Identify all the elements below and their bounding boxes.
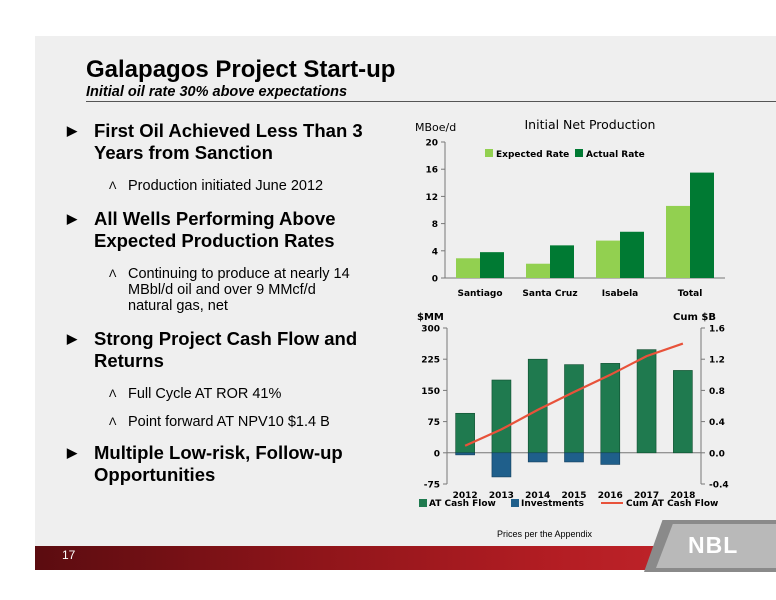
caret-bullet-icon: Λ: [109, 416, 117, 428]
prices-note: Prices per the Appendix: [497, 529, 593, 539]
x-tick-label: 2016: [598, 491, 623, 501]
x-tick-label: Santiago: [457, 289, 502, 299]
legend-swatch: [485, 149, 493, 157]
production-chart: Initial Net Production MBoe/d 0 4 8 12 16 20 San…: [415, 117, 725, 299]
legend-label: AT Cash Flow: [429, 499, 496, 509]
y-axis-label: MBoe/d: [415, 121, 456, 134]
slide-background: [35, 36, 776, 546]
x-tick-label: 2013: [489, 491, 514, 501]
cash-flow-chart: $MM Cum $B -75 0 75 150 225 300 -0.4 0.0 0.4 0.8 1.2…: [417, 312, 729, 509]
bullet-list: ▶ First Oil Achieved Less Than 3 Years f…: [64, 120, 404, 486]
chart-title: Initial Net Production: [525, 117, 656, 132]
y2-tick-label: 1.2: [709, 356, 725, 366]
y-tick-label: 20: [425, 139, 438, 149]
bar-investments: [527, 452, 548, 463]
y-tick-label: 16: [425, 166, 438, 176]
bar-investments: [455, 452, 475, 456]
sub-bullet-text: Point forward AT NPV10 $1.4 B: [128, 414, 330, 430]
title-divider: [86, 101, 776, 102]
y2-tick-label: 1.6: [709, 325, 725, 335]
caret-bullet-icon: Λ: [109, 268, 117, 280]
bar-at-cash-flow: [491, 379, 512, 454]
sub-bullet: Λ Production initiated June 2012: [64, 178, 404, 194]
y2-tick-label: -0.4: [709, 481, 729, 491]
arrow-bullet-icon: ▶: [67, 445, 77, 460]
y-tick-label: 300: [421, 325, 440, 335]
y-tick-label: 0: [432, 275, 438, 285]
legend-label: Investments: [521, 499, 584, 509]
y-tick-label: 4: [432, 247, 438, 257]
legend-swatch: [511, 499, 519, 507]
x-tick-label: 2018: [670, 491, 695, 501]
y-tick-label: 12: [425, 193, 438, 203]
bar-expected-rate: [456, 258, 480, 278]
bar-at-cash-flow: [564, 364, 584, 454]
caret-bullet-icon: Λ: [109, 180, 117, 192]
bullet-text: Multiple Low-risk, Follow-up Opportuniti…: [94, 442, 343, 485]
x-tick-label: Santa Cruz: [522, 289, 577, 299]
bullet-opportunities: ▶ Multiple Low-risk, Follow-up Opportuni…: [64, 442, 404, 486]
bar-investments: [491, 452, 512, 478]
y-axis-label: $MM: [417, 312, 444, 323]
x-tick-label: Total: [678, 289, 703, 299]
bar-expected-rate: [526, 263, 550, 278]
page-number: 17: [62, 548, 76, 562]
bullet-text: All Wells Performing Above Expected Prod…: [94, 208, 336, 251]
legend-label: Expected Rate: [496, 150, 569, 160]
x-tick-label: Isabela: [602, 289, 638, 299]
arrow-bullet-icon: ▶: [67, 123, 77, 138]
bar-expected-rate: [666, 205, 690, 278]
legend-swatch: [575, 149, 583, 157]
sub-bullet-text: Continuing to produce at nearly 14 MBbl/…: [128, 266, 350, 314]
sub-bullet: Λ Continuing to produce at nearly 14 MBb…: [64, 266, 404, 314]
y-tick-label: 75: [427, 418, 440, 428]
bullet-text: First Oil Achieved Less Than 3 Years fro…: [94, 120, 363, 163]
y2-tick-label: 0.4: [709, 418, 725, 428]
sub-bullet: Λ Point forward AT NPV10 $1.4 B: [64, 414, 404, 430]
bullet-text: Strong Project Cash Flow and Returns: [94, 328, 358, 371]
line-cum-at-cash-flow: [464, 342, 684, 447]
y-tick-label: 150: [421, 387, 440, 397]
x-tick-label: 2015: [561, 491, 586, 501]
y-tick-label: 8: [432, 220, 438, 230]
y-tick-label: -75: [424, 481, 440, 491]
bar-investments: [600, 452, 621, 465]
sub-bullet: Λ Full Cycle AT ROR 41%: [64, 386, 404, 402]
x-tick-label: 2017: [634, 491, 659, 501]
bullet-wells: ▶ All Wells Performing Above Expected Pr…: [64, 208, 404, 252]
arrow-bullet-icon: ▶: [67, 331, 77, 346]
legend-swatch: [419, 499, 427, 507]
bar-at-cash-flow: [636, 349, 657, 454]
bar-actual-rate: [480, 252, 504, 278]
bar-at-cash-flow: [455, 412, 475, 454]
x-tick-label: 2012: [453, 491, 478, 501]
caret-bullet-icon: Λ: [109, 388, 117, 400]
sub-bullet-text: Full Cycle AT ROR 41%: [128, 386, 282, 402]
bullet-cash-flow: ▶ Strong Project Cash Flow and Returns: [64, 328, 404, 372]
slide-subtitle: Initial oil rate 30% above expectations: [86, 84, 348, 100]
y2-tick-label: 0.0: [709, 449, 725, 459]
bar-investments: [564, 452, 584, 463]
bar-actual-rate: [620, 231, 644, 278]
arrow-bullet-icon: ▶: [67, 211, 77, 226]
bullet-first-oil: ▶ First Oil Achieved Less Than 3 Years f…: [64, 120, 404, 164]
bar-expected-rate: [596, 240, 620, 278]
y-tick-label: 0: [434, 449, 440, 459]
slide-title: Galapagos Project Start-up: [86, 56, 396, 83]
legend-label: Cum AT Cash Flow: [626, 499, 718, 509]
bar-actual-rate: [550, 245, 574, 278]
bar-actual-rate: [690, 172, 714, 278]
sub-bullet-text: Production initiated June 2012: [128, 178, 324, 194]
nbl-logo: NBL: [688, 532, 739, 558]
y2-axis-label: Cum $B: [673, 312, 716, 323]
y-tick-label: 225: [421, 356, 440, 366]
legend-label: Actual Rate: [586, 150, 645, 160]
bar-at-cash-flow: [673, 370, 693, 454]
x-tick-label: 2014: [525, 491, 550, 501]
y2-tick-label: 0.8: [709, 387, 725, 397]
logo-backdrop-inner: [656, 524, 776, 568]
